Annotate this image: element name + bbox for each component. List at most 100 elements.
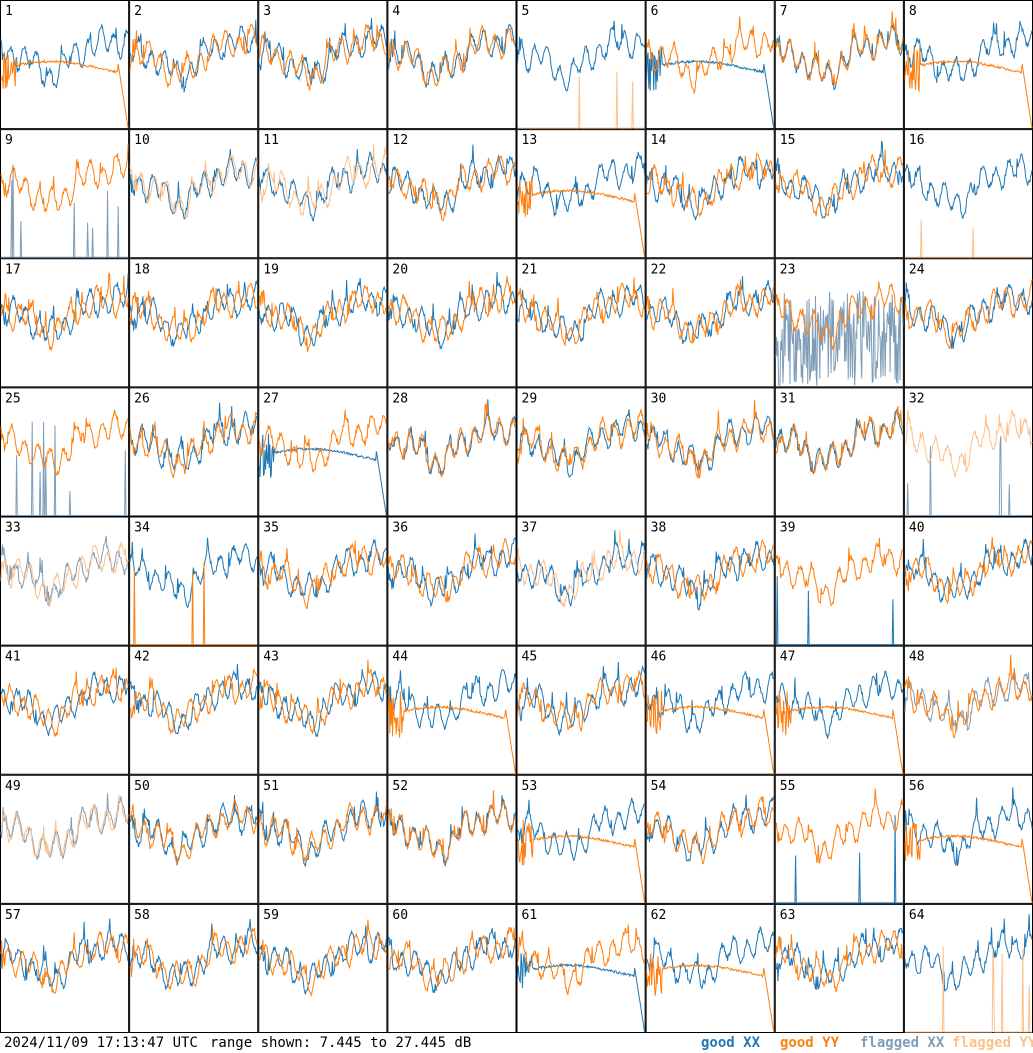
panel-frame (129, 387, 259, 517)
panel-label: 33 (5, 521, 21, 536)
panel-frame (516, 645, 646, 775)
yy-trace (646, 539, 775, 602)
panel-label: 24 (909, 262, 925, 277)
panel-label: 43 (263, 650, 279, 665)
yy-trace (646, 151, 774, 217)
yy-trace (387, 275, 516, 344)
panel-label: 16 (909, 133, 925, 148)
panel-37: 37 (516, 516, 646, 646)
panel-label: 3 (263, 4, 271, 19)
panel-59: 59 (258, 903, 388, 1033)
panel-45: 45 (516, 645, 646, 775)
panel-label: 34 (134, 521, 150, 536)
panel-frame (387, 129, 517, 259)
panel-frame (387, 774, 517, 904)
yy-trace (517, 409, 646, 472)
panel-frame (516, 387, 646, 517)
panel-8: 8 (903, 0, 1033, 130)
yy-trace (775, 149, 904, 217)
yy-trace (517, 530, 646, 608)
panel-frame (516, 258, 646, 388)
yy-trace (904, 823, 1033, 903)
panel-label: 25 (5, 391, 21, 406)
yy-trace (517, 277, 646, 347)
panel-label: 62 (651, 908, 667, 923)
panel-label: 49 (5, 779, 21, 794)
panel-47: 47 (774, 645, 904, 775)
panel-10: 10 (129, 129, 259, 259)
panel-label: 8 (909, 4, 917, 19)
panel-frame (903, 516, 1033, 646)
panel-7: 7 (774, 0, 904, 130)
xx-trace (775, 927, 904, 991)
panel-label: 46 (651, 650, 667, 665)
yy-trace (904, 279, 1033, 350)
panel-1: 1 (0, 0, 130, 130)
yy-trace (904, 46, 1033, 129)
panel-22: 22 (645, 258, 775, 388)
panel-label: 63 (780, 908, 796, 923)
panel-2: 2 (129, 0, 259, 130)
panel-label: 6 (651, 4, 659, 19)
panel-35: 35 (258, 516, 388, 646)
xx-trace (517, 661, 646, 737)
yy-trace (646, 953, 775, 1033)
panel-frame (0, 0, 130, 130)
yy-trace (129, 280, 258, 344)
panel-label: 53 (522, 779, 538, 794)
panel-48: 48 (903, 645, 1033, 775)
xx-trace (0, 918, 129, 990)
xx-trace (387, 23, 516, 88)
xx-trace (775, 670, 904, 739)
xx-trace (517, 530, 646, 607)
panel-label: 35 (263, 521, 279, 536)
panel-frame (0, 516, 130, 646)
panel-frame (129, 258, 259, 388)
xx-trace (517, 284, 646, 343)
panel-label: 27 (263, 391, 279, 406)
panel-label: 1 (5, 4, 13, 19)
panel-label: 40 (909, 521, 925, 536)
yy-trace (517, 669, 646, 733)
panel-label: 59 (263, 908, 279, 923)
yy-trace (258, 284, 387, 352)
yy-trace (517, 819, 646, 903)
panel-label: 64 (909, 908, 925, 923)
yy-trace (258, 409, 387, 473)
xx-trace (775, 291, 904, 386)
yy-trace (0, 931, 129, 994)
panel-frame (129, 645, 259, 775)
panel-label: 29 (522, 391, 538, 406)
panel-label: 14 (651, 133, 667, 148)
xx-trace (129, 148, 258, 220)
panel-frame (774, 0, 904, 130)
panel-21: 21 (516, 258, 646, 388)
panel-39: 39 (774, 516, 904, 646)
panel-label: 7 (780, 4, 788, 19)
panel-frame (387, 903, 517, 1033)
panel-49: 49 (0, 774, 130, 904)
panel-38: 38 (645, 516, 775, 646)
xx-trace (904, 914, 1033, 992)
yy-trace (904, 537, 1033, 605)
panel-17: 17 (0, 258, 130, 388)
legend-good-yy: good YY (780, 1035, 840, 1051)
legend-flagged-xx: flagged XX (860, 1035, 945, 1051)
panel-44: 44 (387, 645, 517, 775)
panel-label: 10 (134, 133, 150, 148)
timestamp: 2024/11/09 17:13:47 UTC (4, 1035, 198, 1051)
panel-frame (258, 645, 388, 775)
xx-trace (0, 671, 129, 737)
panel-19: 19 (258, 258, 388, 388)
panel-frame (129, 0, 259, 130)
yy-trace (775, 928, 904, 993)
panel-frame (258, 0, 388, 130)
xx-trace (258, 433, 387, 516)
yy-trace (646, 16, 774, 95)
yy-trace (904, 219, 1032, 258)
yy-trace (387, 23, 516, 87)
panel-label: 36 (392, 521, 408, 536)
yy-trace (646, 279, 775, 345)
xx-trace (517, 409, 646, 478)
panel-58: 58 (129, 903, 259, 1033)
